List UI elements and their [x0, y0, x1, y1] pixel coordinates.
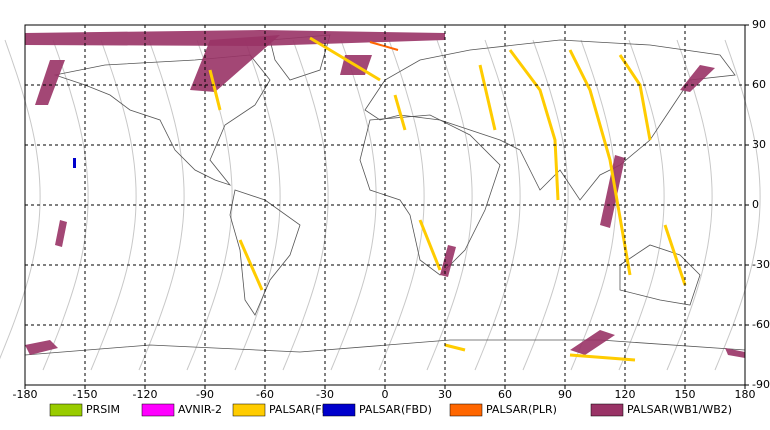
y-tick-label: -90 — [752, 378, 770, 391]
swath — [369, 41, 399, 51]
y-tick-label: -60 — [752, 318, 770, 331]
x-tick-label: -180 — [13, 388, 38, 401]
swath — [55, 220, 67, 247]
y-tick-label: 0 — [752, 198, 759, 211]
x-tick-label: 120 — [615, 388, 636, 401]
swath — [25, 30, 445, 46]
swath — [418, 219, 442, 271]
legend-swatch — [449, 403, 483, 417]
swath — [444, 343, 466, 352]
legend-swatch — [322, 403, 356, 417]
x-tick-label: 60 — [498, 388, 512, 401]
legend-label: PALSAR(FBD) — [359, 403, 432, 416]
x-tick-label: -60 — [256, 388, 274, 401]
legend: PRSIM AVNIR-2 PALSAR(FBS) PALSAR(FBD) PALSAR… — [49, 403, 732, 417]
y-tick-label: 30 — [752, 138, 766, 151]
swath — [680, 65, 715, 92]
swath — [663, 224, 687, 286]
swath — [309, 36, 381, 82]
swaths — [25, 30, 745, 362]
x-tick-label: 30 — [438, 388, 452, 401]
antarctica — [24, 339, 746, 356]
swath — [570, 330, 615, 355]
swath — [440, 245, 456, 277]
x-tick-label: -30 — [316, 388, 334, 401]
y-tick-label: 60 — [752, 78, 766, 91]
x-tick-label: 0 — [382, 388, 389, 401]
x-tick-label: -120 — [133, 388, 158, 401]
legend-label: PALSAR(WB1/WB2) — [627, 403, 732, 416]
x-tick-label: -150 — [73, 388, 98, 401]
swath — [508, 49, 560, 201]
swath — [238, 239, 264, 291]
x-tick-label: 150 — [675, 388, 696, 401]
swath — [35, 60, 65, 105]
y-tick-label: 90 — [752, 18, 766, 31]
x-tick-label: -90 — [196, 388, 214, 401]
swath — [725, 348, 745, 358]
legend-swatch — [49, 403, 83, 417]
legend-swatch — [590, 403, 624, 417]
orbit-track — [714, 39, 761, 371]
x-tick-label: 90 — [558, 388, 572, 401]
y-tick-label: -30 — [752, 258, 770, 271]
swath — [569, 353, 636, 362]
legend-swatch — [232, 403, 266, 417]
legend-label: AVNIR-2 — [178, 403, 222, 416]
swath — [25, 340, 58, 355]
swath — [568, 49, 632, 276]
australia — [619, 244, 701, 306]
swath — [600, 155, 625, 228]
swath — [208, 69, 222, 111]
swath — [478, 64, 497, 131]
legend-swatch — [141, 403, 175, 417]
legend-label: PALSAR(FBS) — [269, 403, 340, 416]
x-tick-label: 180 — [735, 388, 756, 401]
legend-label: PRSIM — [86, 403, 120, 416]
legend-label: PALSAR(PLR) — [486, 403, 557, 416]
swath — [393, 94, 407, 131]
swath — [73, 158, 76, 168]
south-america — [229, 189, 301, 316]
